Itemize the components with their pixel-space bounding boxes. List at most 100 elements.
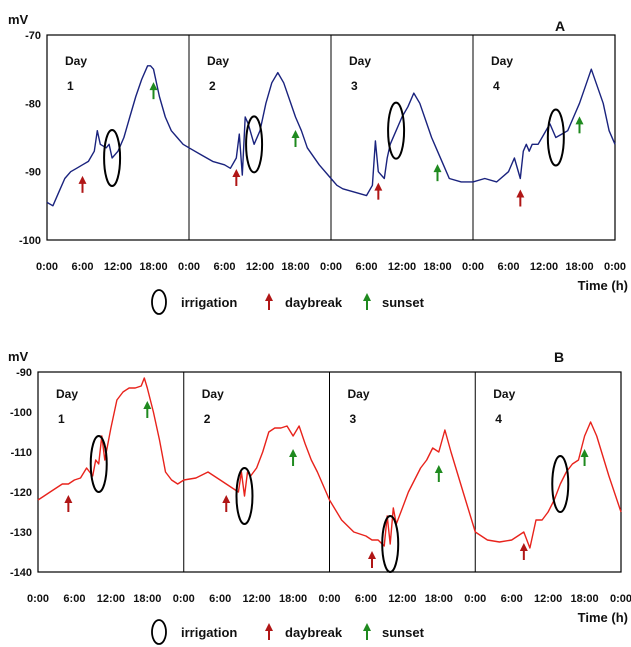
x-tick-label: 0:00 bbox=[318, 593, 340, 605]
y-tick-label: -90 bbox=[16, 367, 32, 379]
series-line bbox=[37, 377, 622, 549]
x-tick-label: 6:00 bbox=[355, 593, 377, 605]
daybreak-arrow bbox=[368, 551, 377, 568]
irrigation-marker bbox=[103, 129, 122, 187]
y-axis-label: mV bbox=[8, 12, 29, 27]
irrigation-marker bbox=[89, 435, 108, 493]
irrigation-legend-marker bbox=[151, 619, 167, 645]
sunset-arrow bbox=[580, 449, 589, 466]
x-tick-label: 6:00 bbox=[63, 593, 85, 605]
day-number: 2 bbox=[204, 412, 211, 426]
legend: irrigation daybreak sunset bbox=[151, 289, 425, 315]
y-tick-label: -70 bbox=[25, 30, 41, 42]
irrigation-marker bbox=[235, 467, 254, 525]
x-tick-label: 18:00 bbox=[133, 593, 161, 605]
x-tick-label: 18:00 bbox=[425, 593, 453, 605]
x-tick-label: 0:00 bbox=[462, 261, 484, 273]
x-tick-label: 6:00 bbox=[501, 593, 523, 605]
sunset-arrow bbox=[289, 449, 298, 466]
x-axis-label: Time (h) bbox=[578, 610, 628, 625]
day-label: Day bbox=[207, 54, 229, 68]
irrigation-marker bbox=[387, 101, 406, 160]
daybreak-arrow bbox=[232, 169, 241, 186]
day-label: Day bbox=[65, 54, 87, 68]
legend-sunset-arrow bbox=[363, 293, 371, 310]
irrigation-marker bbox=[546, 108, 565, 167]
x-tick-label: 0:00 bbox=[178, 261, 200, 273]
x-tick-label: 18:00 bbox=[565, 261, 593, 273]
irrigation-marker bbox=[381, 515, 400, 573]
irrigation-marker bbox=[551, 455, 570, 513]
daybreak-arrow bbox=[374, 182, 383, 200]
legend-sunset: sunset bbox=[382, 295, 425, 310]
series-line bbox=[46, 65, 616, 207]
sunset-arrow bbox=[149, 82, 158, 100]
x-tick-label: 0:00 bbox=[173, 593, 195, 605]
day-number: 3 bbox=[350, 412, 357, 426]
day-number: 4 bbox=[493, 79, 500, 93]
day-number: 4 bbox=[495, 412, 502, 426]
y-tick-label: -140 bbox=[10, 567, 32, 579]
legend-sunset: sunset bbox=[382, 625, 425, 640]
sunset-arrow bbox=[433, 164, 442, 182]
x-tick-label: 0:00 bbox=[27, 593, 49, 605]
x-tick-label: 12:00 bbox=[388, 261, 416, 273]
x-tick-label: 6:00 bbox=[213, 261, 235, 273]
x-tick-label: 6:00 bbox=[209, 593, 231, 605]
x-tick-label: 12:00 bbox=[104, 261, 132, 273]
day-label: Day bbox=[56, 387, 78, 401]
day-number: 1 bbox=[58, 412, 65, 426]
x-tick-label: 12:00 bbox=[243, 593, 271, 605]
legend-irrigation: irrigation bbox=[181, 625, 237, 640]
daybreak-arrow bbox=[64, 495, 73, 512]
y-axis-label: mV bbox=[8, 349, 29, 364]
legend-daybreak-arrow bbox=[265, 623, 273, 640]
panel-label: B bbox=[554, 349, 564, 365]
x-tick-label: 12:00 bbox=[388, 593, 416, 605]
x-tick-label: 0:00 bbox=[464, 593, 486, 605]
x-tick-label: 6:00 bbox=[355, 261, 377, 273]
sunset-arrow bbox=[143, 401, 152, 418]
x-tick-label: 12:00 bbox=[97, 593, 125, 605]
y-tick-label: -80 bbox=[25, 98, 41, 110]
x-tick-label: 18:00 bbox=[423, 261, 451, 273]
y-tick-label: -130 bbox=[10, 527, 32, 539]
x-tick-label: 12:00 bbox=[530, 261, 558, 273]
chart-panel-b: -90 -100 -110 -120 -130 -140 0:00 6:00 12:00 18:0… bbox=[8, 349, 631, 645]
x-tick-label: 12:00 bbox=[246, 261, 274, 273]
day-label: Day bbox=[349, 54, 371, 68]
x-tick-label: 0:00 bbox=[36, 261, 58, 273]
day-label: Day bbox=[493, 387, 515, 401]
x-tick-label: 6:00 bbox=[497, 261, 519, 273]
y-tick-label: -100 bbox=[10, 407, 32, 419]
daybreak-arrow bbox=[516, 189, 525, 207]
day-label: Day bbox=[348, 387, 370, 401]
y-tick-label: -90 bbox=[25, 167, 41, 179]
x-tick-label: 0:00 bbox=[320, 261, 342, 273]
irrigation-marker bbox=[245, 115, 264, 174]
legend-irrigation: irrigation bbox=[181, 295, 237, 310]
day-label: Day bbox=[491, 54, 513, 68]
daybreak-arrow bbox=[78, 175, 87, 193]
x-tick-label: 12:00 bbox=[534, 593, 562, 605]
sunset-arrow bbox=[291, 130, 300, 147]
legend-daybreak: daybreak bbox=[285, 625, 343, 640]
irrigation-legend-marker bbox=[151, 289, 167, 315]
x-tick-label: 18:00 bbox=[279, 593, 307, 605]
chart-panel-a: -70 -80 -90 -100 0:00 6:00 12:00 18:00 0:00 6:00 1… bbox=[8, 12, 628, 315]
y-tick-label: -100 bbox=[19, 235, 41, 247]
x-axis-label: Time (h) bbox=[578, 278, 628, 293]
daybreak-arrow bbox=[519, 543, 528, 560]
y-tick-label: -110 bbox=[11, 447, 32, 459]
x-tick-label: 18:00 bbox=[570, 593, 598, 605]
day-number: 2 bbox=[209, 79, 216, 93]
x-tick-label: 6:00 bbox=[71, 261, 93, 273]
panel-label: A bbox=[555, 18, 565, 34]
daybreak-arrow bbox=[222, 495, 231, 512]
x-tick-label: 18:00 bbox=[281, 261, 309, 273]
day-number: 3 bbox=[351, 79, 358, 93]
y-tick-label: -120 bbox=[10, 487, 32, 499]
day-label: Day bbox=[202, 387, 224, 401]
legend-sunset-arrow bbox=[363, 623, 371, 640]
x-tick-label: 0:00 bbox=[604, 261, 626, 273]
